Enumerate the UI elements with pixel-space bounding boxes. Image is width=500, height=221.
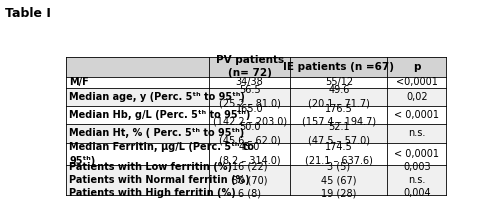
Bar [209, 76, 290, 88]
Text: 49.6
(20.1 – 71.7): 49.6 (20.1 – 71.7) [308, 86, 370, 109]
Text: < 0,0001: < 0,0001 [394, 149, 439, 159]
Bar [388, 57, 446, 76]
Text: 174.5
(21.1 – 637.6): 174.5 (21.1 – 637.6) [305, 142, 373, 166]
Bar [209, 143, 290, 165]
Bar [388, 124, 446, 143]
Bar [66, 106, 209, 124]
Bar [209, 88, 290, 106]
Text: 52.1
(47.5 – 57.0): 52.1 (47.5 – 57.0) [308, 122, 370, 145]
Bar [66, 143, 209, 165]
Text: n.s.: n.s. [408, 128, 426, 139]
Bar [290, 143, 388, 165]
Bar [388, 165, 446, 195]
Bar [388, 88, 446, 106]
Text: 165.0
(142.2 – 203.0): 165.0 (142.2 – 203.0) [212, 104, 286, 127]
Bar [290, 106, 388, 124]
Text: 3 (5)
45 (67)
19 (28): 3 (5) 45 (67) 19 (28) [321, 162, 356, 198]
Bar [388, 76, 446, 88]
Bar [290, 57, 388, 76]
Text: Median Hb, g/L (Perc. 5ᵗʰ to 95ᵗʰ): Median Hb, g/L (Perc. 5ᵗʰ to 95ᵗʰ) [70, 110, 251, 120]
Text: Patients with Low ferritin (%)
Patients with Normal ferritin (%)
Patients with H: Patients with Low ferritin (%) Patients … [70, 162, 250, 198]
Bar [66, 88, 209, 106]
Text: Median Ferritin, μg/L (Perc. 5ᵗʰ to
95ᵗʰ): Median Ferritin, μg/L (Perc. 5ᵗʰ to 95ᵗʰ… [70, 142, 254, 166]
Text: PV patients
(n= 72): PV patients (n= 72) [216, 55, 284, 78]
Text: 34/38: 34/38 [236, 77, 264, 87]
Text: Table I: Table I [5, 7, 51, 20]
Bar [388, 106, 446, 124]
Bar [66, 57, 209, 76]
Bar [66, 124, 209, 143]
Text: IE patients (n =67): IE patients (n =67) [284, 62, 395, 72]
Bar [66, 76, 209, 88]
Text: 43.0
(8.2 – 314.0): 43.0 (8.2 – 314.0) [219, 142, 280, 166]
Text: 55/12: 55/12 [325, 77, 353, 87]
Bar [209, 124, 290, 143]
Text: 56.5
(25.2 – 81.0): 56.5 (25.2 – 81.0) [218, 86, 280, 109]
Bar [209, 165, 290, 195]
Bar [388, 143, 446, 165]
Text: 16 (22)
50 (70)
6 (8): 16 (22) 50 (70) 6 (8) [232, 162, 268, 198]
Text: Median age, y (Perc. 5ᵗʰ to 95ᵗʰ): Median age, y (Perc. 5ᵗʰ to 95ᵗʰ) [70, 92, 246, 102]
Text: 0,003
n.s.
0,004: 0,003 n.s. 0,004 [403, 162, 430, 198]
Bar [290, 76, 388, 88]
Text: M/F: M/F [70, 77, 89, 87]
Text: 176.5
(157.4 – 194.7): 176.5 (157.4 – 194.7) [302, 104, 376, 127]
Bar [290, 124, 388, 143]
Bar [290, 165, 388, 195]
Bar [209, 57, 290, 76]
Text: 50.0
(45.6 – 62.0): 50.0 (45.6 – 62.0) [218, 122, 280, 145]
Text: p: p [413, 62, 420, 72]
Bar [209, 106, 290, 124]
Text: Median Ht, % ( Perc. 5ᵗʰ to 95ᵗʰ): Median Ht, % ( Perc. 5ᵗʰ to 95ᵗʰ) [70, 128, 244, 139]
Text: <0,0001: <0,0001 [396, 77, 438, 87]
Bar [66, 165, 209, 195]
Text: 0,02: 0,02 [406, 92, 427, 102]
Bar [290, 88, 388, 106]
Text: < 0,0001: < 0,0001 [394, 110, 439, 120]
